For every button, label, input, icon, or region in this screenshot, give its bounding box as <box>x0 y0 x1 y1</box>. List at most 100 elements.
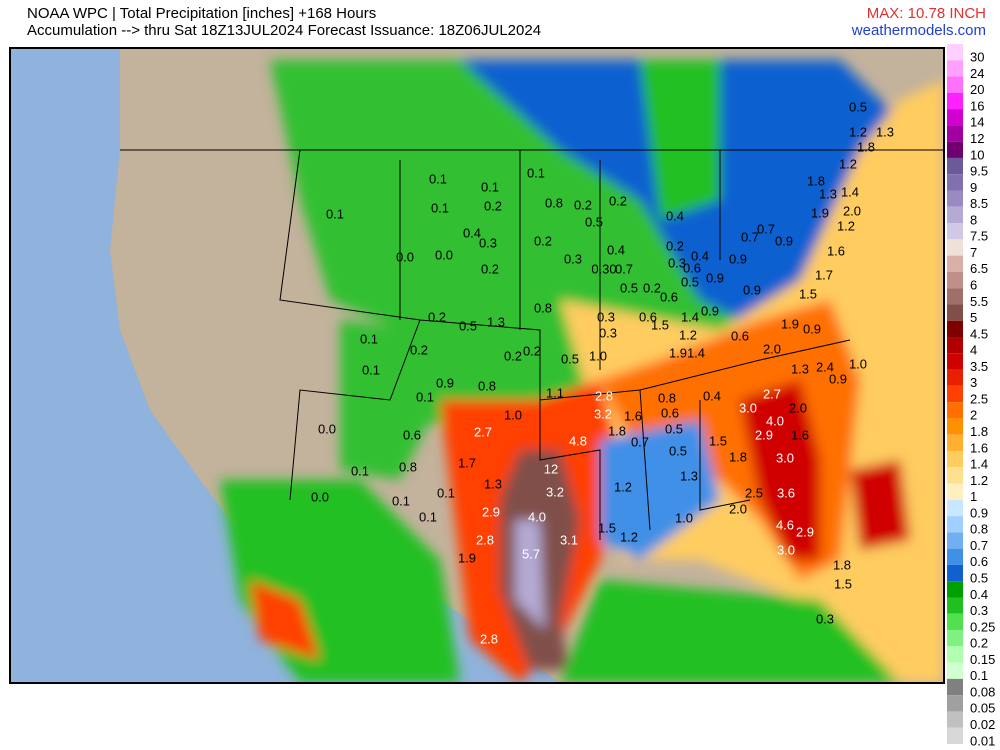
legend-label: 6.5 <box>970 261 988 276</box>
precip-value-label: 1.8 <box>833 557 851 572</box>
legend-label: 4.5 <box>970 326 988 341</box>
legend-label: 8 <box>970 212 977 227</box>
legend-swatch <box>947 434 963 451</box>
legend-swatch <box>947 581 963 598</box>
legend-label: 3 <box>970 375 977 390</box>
precip-value-label: 0.1 <box>429 171 447 186</box>
legend-swatch <box>947 337 963 354</box>
precip-value-label: 0.9 <box>706 270 724 285</box>
site-link[interactable]: weathermodels.com <box>851 22 986 39</box>
precip-value-label: 1.3 <box>876 124 894 139</box>
precip-value-label: 1.9 <box>811 205 829 220</box>
legend-swatch <box>947 564 963 582</box>
legend-swatch <box>947 727 963 744</box>
precip-value-label: 0.4 <box>691 248 709 263</box>
precip-value-label: 1.2 <box>849 124 867 139</box>
precip-value-label: 0.30 <box>591 261 616 276</box>
precip-value-label: 0.5 <box>561 351 579 366</box>
precip-value-label: 1.3 <box>680 468 698 483</box>
precip-value-label: 0.6 <box>660 289 678 304</box>
precip-value-label: 0.3 <box>668 255 686 270</box>
precip-value-label: 0.1 <box>360 331 378 346</box>
precip-value-label: 1.8 <box>857 139 875 154</box>
precip-value-label: 0.2 <box>481 261 499 276</box>
legend-label: 9 <box>970 180 977 195</box>
precip-value-label: 1.5 <box>598 520 616 535</box>
precip-value-label: 0.8 <box>399 459 417 474</box>
precip-value-label: 0.4 <box>463 225 481 240</box>
legend-label: 0.08 <box>970 684 995 699</box>
precip-value-label: 2.9 <box>755 427 773 442</box>
precip-value-label: 5.7 <box>522 546 540 561</box>
precip-value-label: 0.5 <box>459 318 477 333</box>
precip-value-label: 1.2 <box>614 479 632 494</box>
legend-swatch <box>947 60 963 77</box>
legend-label: 3.5 <box>970 359 988 374</box>
legend-label: 0.25 <box>970 619 995 634</box>
precip-value-label: 2.0 <box>843 203 861 218</box>
precip-value-label: 3.2 <box>594 406 612 421</box>
legend-label: 24 <box>970 66 984 81</box>
legend-swatch <box>947 271 963 289</box>
legend-label: 1 <box>970 489 977 504</box>
legend-swatch <box>947 532 963 549</box>
precip-value-label: 2.9 <box>796 524 814 539</box>
precip-value-label: 1.7 <box>458 455 476 470</box>
legend-label: 0.6 <box>970 554 988 569</box>
precip-value-label: 0.0 <box>435 247 453 262</box>
precip-value-label: 1.5 <box>709 433 727 448</box>
precip-value-label: 2.0 <box>729 501 747 516</box>
legend-label: 4 <box>970 343 977 358</box>
legend-swatch <box>947 223 963 240</box>
precip-value-label: 2.8 <box>476 532 494 547</box>
precip-value-label: 1.2 <box>620 529 638 544</box>
legend-swatch <box>947 418 963 435</box>
legend-label: 0.5 <box>970 571 988 586</box>
precip-value-label: 2.7 <box>763 386 781 401</box>
precip-value-label: 0.1 <box>527 165 545 180</box>
legend-label: 1.4 <box>970 457 988 472</box>
precip-value-label: 1.9 <box>669 345 687 360</box>
precip-value-label: 0.1 <box>392 493 410 508</box>
precip-value-label: 1.6 <box>791 427 809 442</box>
precip-value-label: 1.8 <box>729 449 747 464</box>
precip-value-label: 1.2 <box>837 218 855 233</box>
legend-label: 0.2 <box>970 636 988 651</box>
legend-label: 10 <box>970 147 984 162</box>
legend-swatch <box>947 646 963 663</box>
precip-value-label: 0.9 <box>829 371 847 386</box>
precip-value-label: 0.1 <box>362 362 380 377</box>
legend-swatch <box>947 353 963 370</box>
precip-value-label: 1.0 <box>849 356 867 371</box>
subtitle: Accumulation --> thru Sat 18Z13JUL2024 F… <box>27 22 542 39</box>
precip-value-label: 0.0 <box>396 249 414 264</box>
legend-swatch <box>947 157 963 175</box>
legend-label: 0.05 <box>970 701 995 716</box>
precip-value-label: 1.0 <box>504 407 522 422</box>
legend-swatch <box>947 402 963 419</box>
precip-value-label: 0.4 <box>666 208 684 223</box>
precip-value-label: 4.8 <box>569 433 587 448</box>
precip-value-label: 0.2 <box>428 309 446 324</box>
legend-swatch <box>947 499 963 517</box>
legend-label: 0.15 <box>970 652 995 667</box>
precip-value-label: 0.4 <box>703 388 721 403</box>
legend-label: 6 <box>970 277 977 292</box>
legend-swatch <box>947 548 963 565</box>
legend-swatch <box>947 385 963 403</box>
legend-swatch <box>947 206 963 224</box>
precip-value-label: 1.2 <box>839 156 857 171</box>
legend-swatch <box>947 304 963 321</box>
legend-label: 0.02 <box>970 717 995 732</box>
legend-swatch <box>947 678 963 696</box>
legend-label: 1.8 <box>970 424 988 439</box>
precip-value-label: 2.0 <box>763 341 781 356</box>
legend-swatch <box>947 76 963 93</box>
precip-value-label: 0.4 <box>607 242 625 257</box>
map-frame <box>9 47 945 684</box>
precip-value-label: 1.5 <box>651 317 669 332</box>
legend-label: 5 <box>970 310 977 325</box>
precip-value-label: 2.8 <box>595 388 613 403</box>
